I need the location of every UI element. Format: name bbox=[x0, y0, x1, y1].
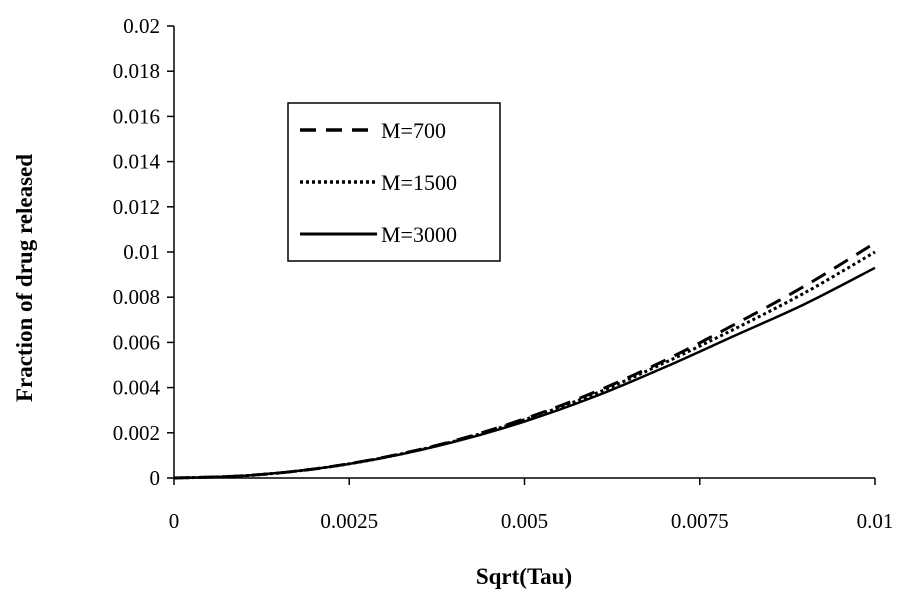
series-lines bbox=[173, 241, 876, 480]
y-tick-label: 0.01 bbox=[123, 240, 160, 264]
y-tick-label: 0.02 bbox=[123, 14, 160, 38]
legend-label: M=1500 bbox=[381, 170, 457, 195]
legend-label: M=3000 bbox=[381, 222, 457, 247]
y-tick-label: 0.012 bbox=[113, 195, 160, 219]
x-tick-label: 0.0025 bbox=[320, 509, 378, 533]
plot-axes bbox=[173, 26, 875, 479]
y-tick-label: 0.006 bbox=[113, 330, 160, 354]
y-axis-title: Fraction of drug released bbox=[12, 154, 37, 402]
y-axis-ticks: 0 0.002 0.004 0.006 0.008 0.01 0.012 0.014 0.016… bbox=[113, 14, 174, 490]
x-tick-label: 0.01 bbox=[857, 509, 894, 533]
x-tick-label: 0.005 bbox=[501, 509, 548, 533]
legend: M=700 M=1500 M=3000 bbox=[287, 102, 501, 262]
x-axis-title: Sqrt(Tau) bbox=[476, 564, 572, 589]
x-tick-label: 0 bbox=[169, 509, 180, 533]
x-axis-ticks: 0 0.0025 0.005 0.0075 0.01 bbox=[169, 478, 894, 533]
y-tick-label: 0 bbox=[150, 466, 161, 490]
y-tick-label: 0.002 bbox=[113, 421, 160, 445]
x-tick-label: 0.0075 bbox=[671, 509, 729, 533]
legend-label: M=700 bbox=[381, 118, 446, 143]
y-tick-label: 0.018 bbox=[113, 59, 160, 83]
series-line-m-700 bbox=[173, 241, 876, 480]
series-line-m-1500 bbox=[173, 250, 876, 480]
y-tick-label: 0.014 bbox=[113, 150, 161, 174]
y-tick-label: 0.016 bbox=[113, 104, 160, 128]
y-tick-label: 0.008 bbox=[113, 285, 160, 309]
series-line-m-3000 bbox=[173, 266, 876, 480]
y-tick-label: 0.004 bbox=[113, 376, 161, 400]
